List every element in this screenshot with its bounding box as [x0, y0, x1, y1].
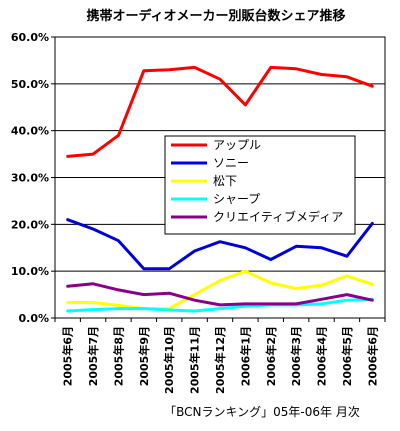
- series-line: [66, 269, 374, 311]
- x-tick-label: 2006年1月: [238, 326, 252, 386]
- x-tick-label: 2005年6月: [61, 326, 75, 386]
- x-tick-label: 2005年8月: [111, 326, 125, 386]
- y-tick-label: 60.0%: [11, 31, 49, 44]
- series-line: [66, 218, 374, 271]
- y-tick-label: 40.0%: [11, 125, 49, 138]
- y-tick-label: 0.0%: [18, 312, 49, 325]
- x-tick-label: 2005年7月: [86, 326, 100, 386]
- y-tick-label: 10.0%: [11, 265, 49, 278]
- legend-label: 松下: [213, 174, 237, 188]
- x-tick-label: 2006年6月: [365, 326, 379, 386]
- series-line: [66, 65, 374, 158]
- x-tick-label: 2005年9月: [137, 326, 151, 386]
- series-line: [66, 282, 374, 307]
- x-axis: 2005年6月 2005年7月 2005年8月 2005年9月 2005年10月 2005…: [54, 318, 386, 394]
- series-lines: [66, 65, 374, 313]
- legend-label: シャープ: [213, 192, 260, 206]
- legend-label: ソニー: [213, 156, 249, 170]
- x-tick-label: 2006年4月: [315, 326, 329, 386]
- series-line: [66, 297, 374, 313]
- x-tick-label: 2006年2月: [264, 326, 278, 386]
- x-tick-label: 2006年3月: [289, 326, 303, 386]
- chart-title: 携帯オーディオメーカー別販台数シェア推移: [86, 8, 345, 24]
- y-tick-label: 30.0%: [11, 172, 49, 185]
- x-tick-label: 2005年12月: [213, 326, 227, 394]
- legend-label: クリエイティブメディア: [213, 209, 343, 224]
- y-tick-label: 20.0%: [11, 218, 49, 231]
- x-tick-label: 2005年10月: [162, 326, 176, 394]
- source-note: 「BCNランキング」05年-06年 月次: [164, 405, 360, 419]
- y-tick-label: 50.0%: [11, 78, 49, 91]
- x-tick-label: 2006年5月: [340, 326, 354, 386]
- x-tick-label: 2005年11月: [188, 326, 202, 394]
- y-axis: 0.0% 10.0% 20.0% 30.0% 40.0% 50.0% 60.0%: [11, 31, 55, 325]
- legend-label: アップル: [213, 138, 261, 152]
